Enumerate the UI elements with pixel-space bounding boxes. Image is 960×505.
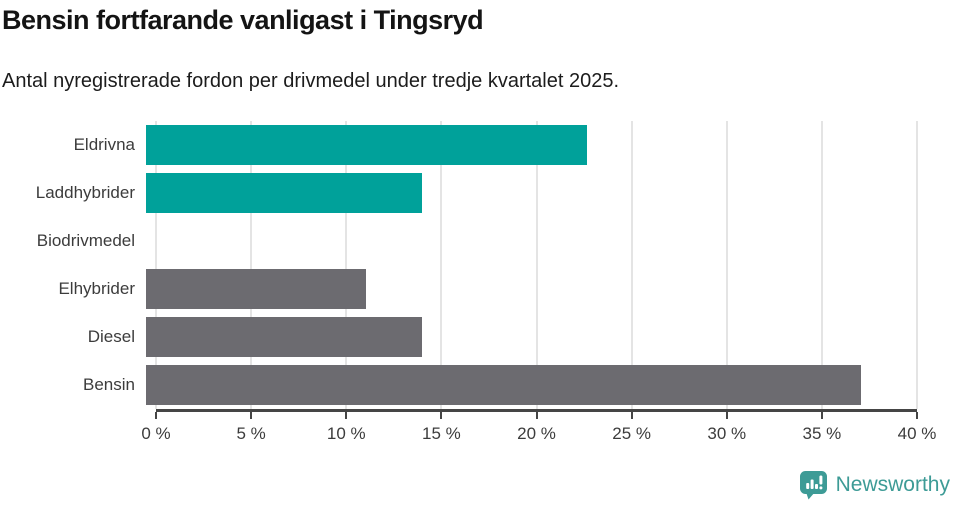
chart-row: Elhybrider (0, 265, 960, 313)
axis-tick-label: 0 % (141, 424, 171, 444)
grid-line (535, 121, 538, 410)
axis-tick-label: 15 % (422, 424, 461, 444)
category-label: Eldrivna (73, 135, 135, 155)
axis-tick (820, 412, 823, 420)
axis-tick-label: 5 % (236, 424, 266, 444)
axis-tick-label: 10 % (326, 424, 366, 444)
category-label: Biodrivmedel (36, 231, 135, 251)
chart-row: Biodrivmedel (0, 217, 960, 265)
axis-tick-label: 25 % (612, 424, 651, 444)
axis-tick-label: 35 % (802, 424, 842, 444)
chart-row: Eldrivna (0, 121, 960, 169)
category-label: Bensin (83, 375, 135, 395)
chart-row: Bensin (0, 361, 960, 409)
axis-tick (725, 412, 728, 420)
bar (146, 269, 366, 310)
grid-line (250, 121, 253, 410)
gridlines (155, 121, 918, 410)
axis-tick (916, 412, 918, 420)
axis-tick (345, 412, 348, 420)
chart-row: Diesel (0, 313, 960, 361)
grid-line (916, 121, 918, 410)
bar-track (146, 173, 917, 214)
chart-rows: Eldrivna Laddhybrider Biodrivmedel Elhybrid… (0, 121, 960, 409)
newsworthy-chart-bubble-icon (799, 471, 827, 500)
axis-tick (440, 412, 443, 420)
page-title: Bensin fortfarande vanligast i Tingsryd (2, 5, 484, 35)
brand-name: Newsworthy (835, 473, 950, 496)
bar-chart: Eldrivna Laddhybrider Biodrivmedel Elhybrid… (0, 121, 960, 451)
grid-line (440, 121, 443, 410)
chart-subtitle: Antal nyregistrerade fordon per drivmede… (2, 70, 620, 93)
grid-line (725, 121, 728, 410)
bar (146, 365, 862, 406)
grid-line (820, 121, 823, 410)
axis-tick (155, 412, 157, 420)
category-label: Elhybrider (58, 279, 135, 299)
bar-track (146, 125, 917, 166)
x-axis: 0 % 5 % 10 % 15 % 20 % 25 % 30 % 35 % 40 % (141, 409, 936, 451)
grid-line (630, 121, 633, 410)
axis-tick-label: 20 % (517, 424, 556, 444)
bar (146, 317, 422, 358)
axis-tick-label: 40 % (897, 424, 937, 444)
category-label: Laddhybrider (35, 183, 135, 203)
bar (146, 125, 588, 166)
bar-track (146, 269, 917, 310)
category-label: Diesel (87, 327, 135, 347)
axis-tick-label: 30 % (707, 424, 747, 444)
grid-line (345, 121, 348, 410)
bar-track (146, 317, 917, 358)
bar (146, 173, 422, 214)
bar-track (146, 221, 917, 261)
newsworthy-logo: Newsworthy (799, 470, 950, 500)
chart-header: Bensin fortfarande vanligast i Tingsryd … (0, 0, 960, 93)
axis-tick (250, 412, 253, 420)
axis-tick (535, 412, 538, 420)
chart-row: Laddhybrider (0, 169, 960, 217)
bar-track (146, 365, 917, 406)
grid-line (155, 121, 157, 410)
axis-tick (630, 412, 633, 420)
